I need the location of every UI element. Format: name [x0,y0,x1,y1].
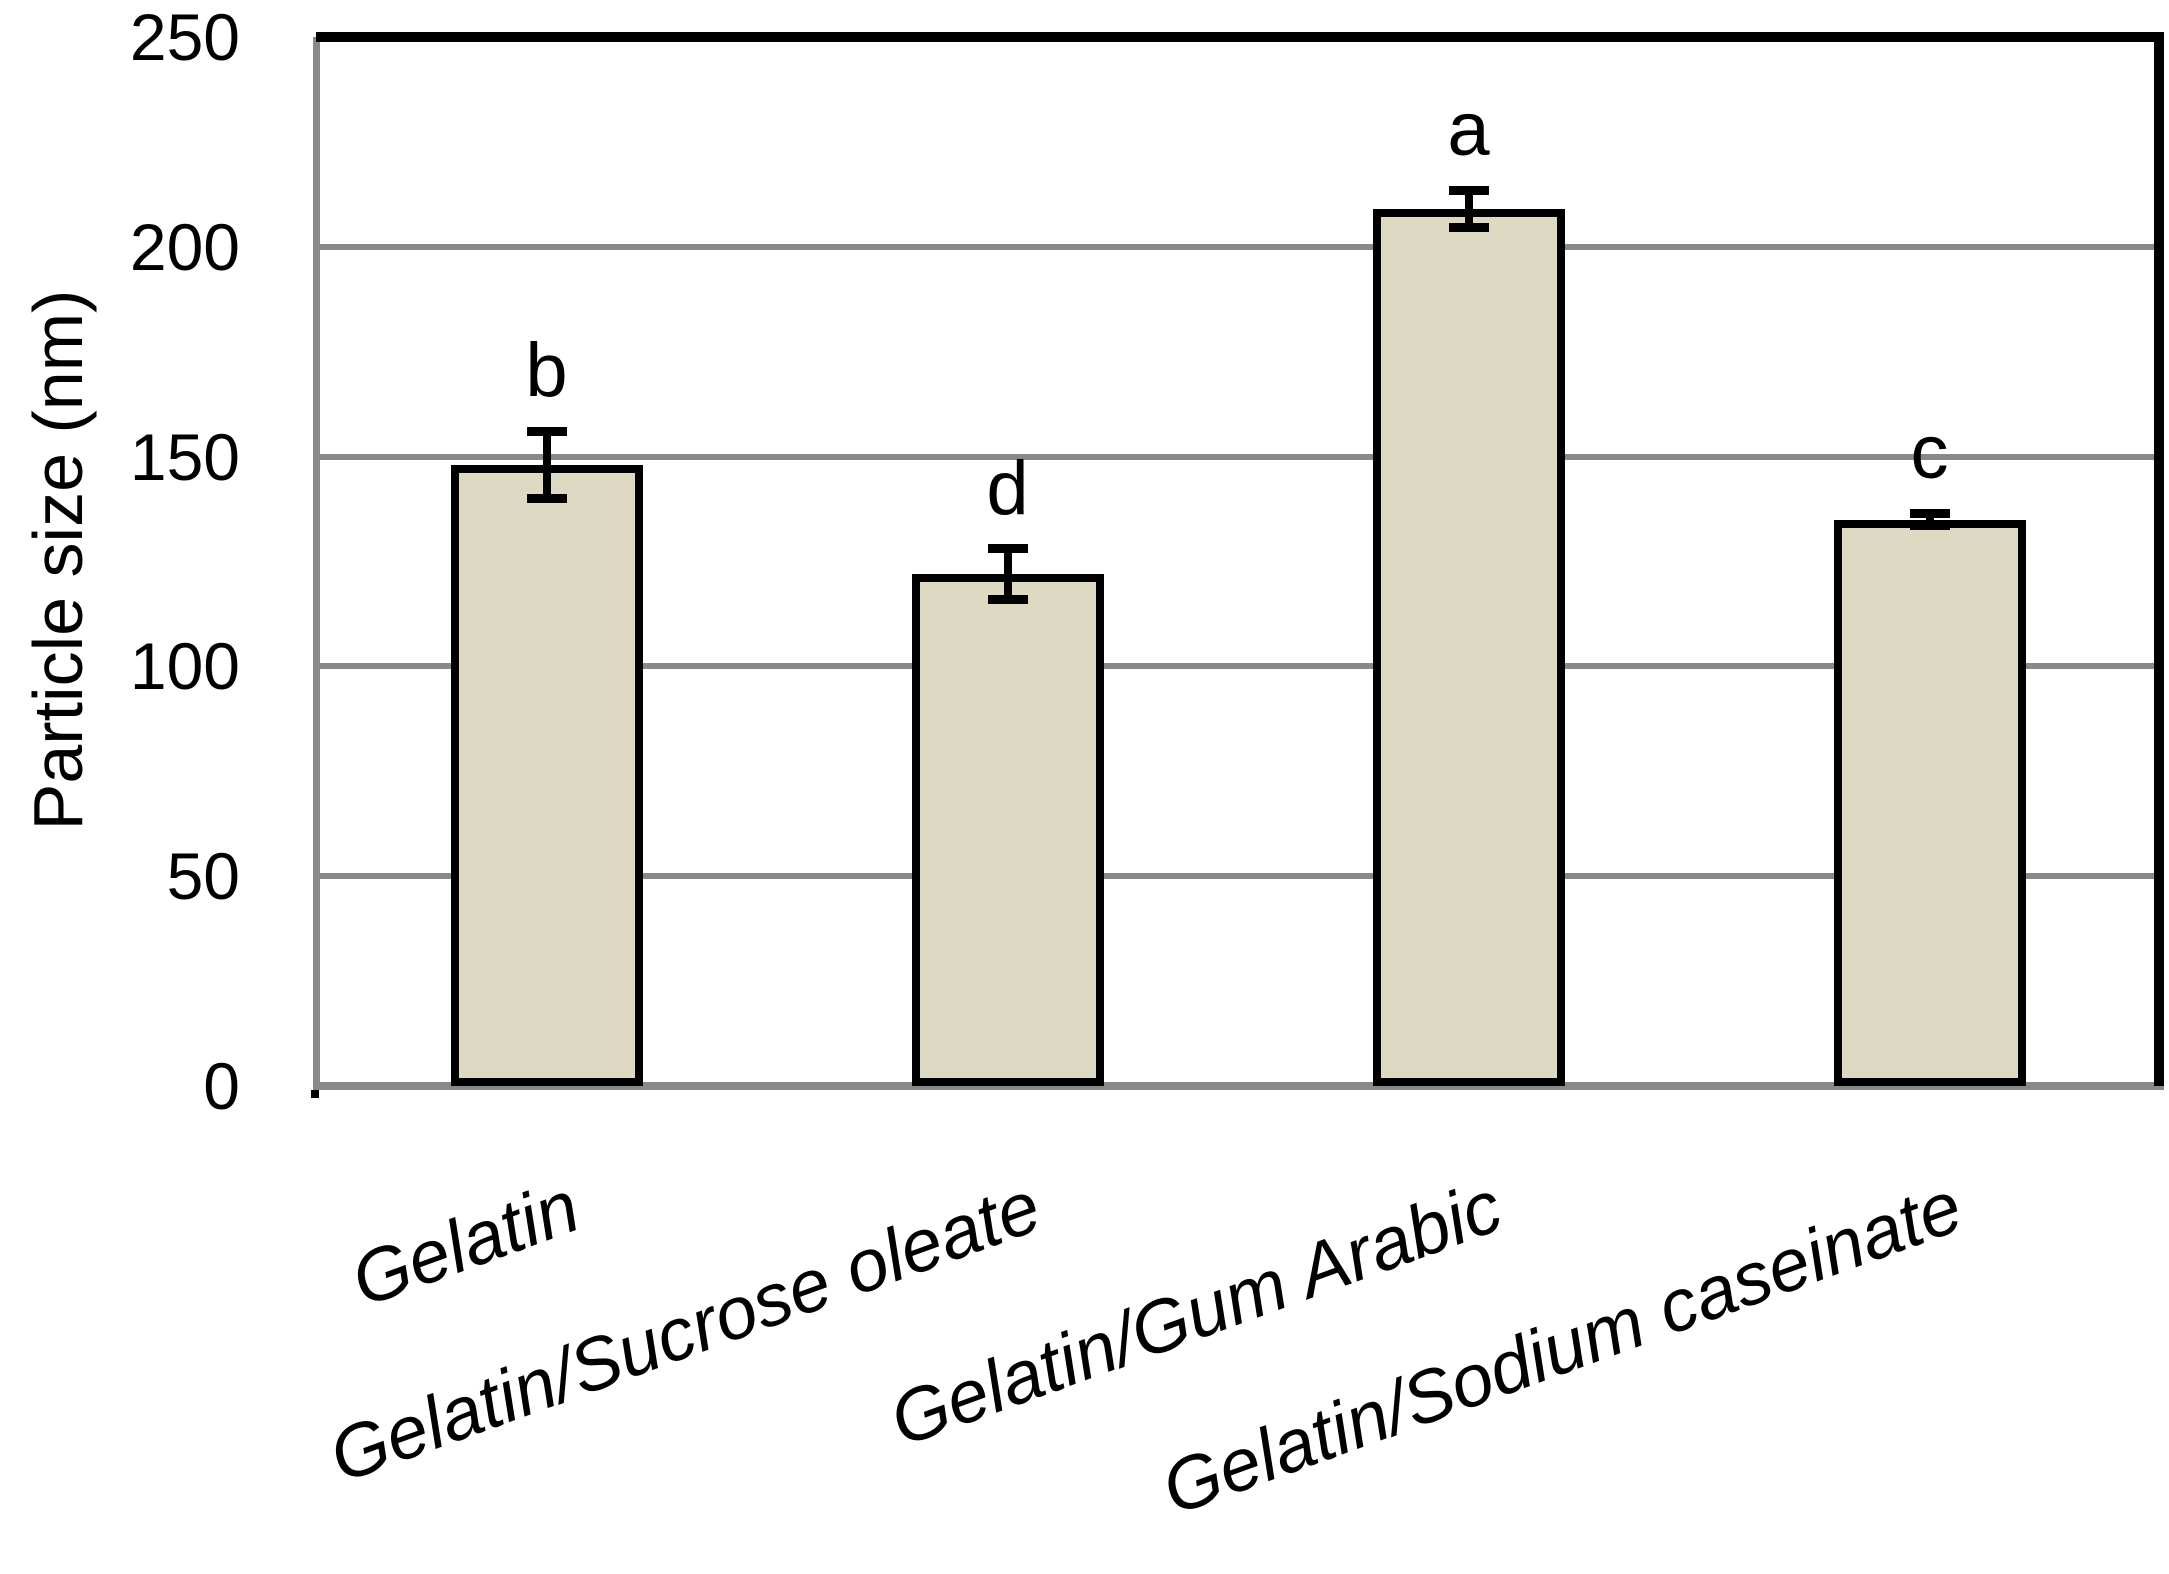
gridline [320,453,2154,460]
error-bar-cap [1909,521,1950,531]
category-label: Gelatin [340,1164,590,1323]
error-bar-cap [526,426,567,436]
error-bar-cap [987,544,1028,554]
gridline [320,873,2154,880]
gridline [320,663,2154,670]
significance-letter: c [1910,410,1949,496]
plot-border-top [316,32,2164,42]
error-bar-stem [542,431,551,499]
y-tick-label: 150 [129,419,240,494]
error-bar-stem [1925,513,1934,526]
bar [1833,519,2026,1086]
error-bar-cap [526,494,567,504]
plot-border-right [2154,32,2164,1086]
significance-letter: b [525,328,568,414]
error-bar-cap [1909,508,1950,518]
x-axis-origin-tick [311,1090,319,1098]
significance-letter: d [986,445,1029,531]
category-label: Gelatin/Sodium caseinate [1151,1164,1973,1531]
bar [911,574,1104,1086]
bar [450,464,643,1086]
y-tick-label: 0 [203,1049,240,1123]
significance-letter: a [1447,87,1490,173]
error-bar-stem [1003,548,1012,600]
bar [1372,209,1565,1086]
error-bar-stem [1464,190,1473,228]
y-axis-title: Particle size (nm) [19,289,97,831]
x-axis-line [313,1082,2164,1090]
error-bar-cap [987,594,1028,604]
y-tick-label: 100 [129,629,240,704]
y-tick-label: 200 [129,209,240,284]
gridline [320,243,2154,250]
error-bar-cap [1448,185,1489,195]
y-tick-label: 50 [166,839,240,914]
y-axis-line [313,37,320,1086]
y-tick-label: 250 [129,0,240,74]
error-bar-cap [1448,223,1489,233]
